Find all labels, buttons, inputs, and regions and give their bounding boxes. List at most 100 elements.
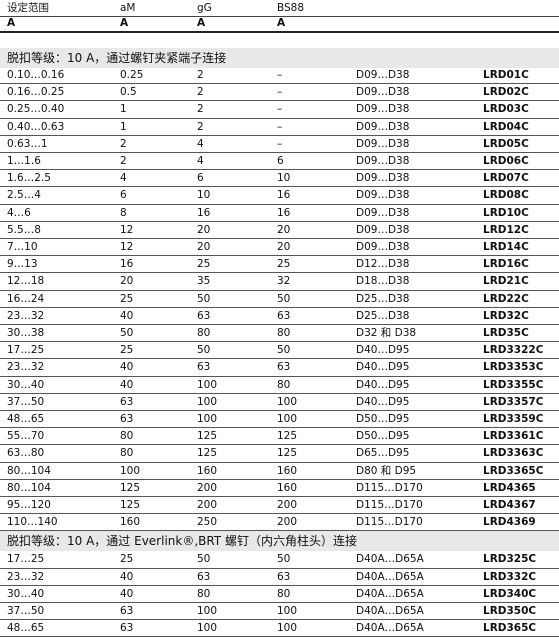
cell-setting-range: 2.5…4 [7, 189, 41, 202]
cell-bs88-rating: 50 [277, 553, 291, 566]
cell-reference: LRD3365C [483, 464, 544, 477]
cell-am-rating: 12 [120, 241, 134, 253]
cell-bs88-rating: 20 [277, 223, 291, 236]
header-setting-range: 设定范围 [7, 2, 49, 14]
cell-am-rating: 63 [120, 395, 134, 408]
cell-gg-rating: 4 [197, 137, 204, 150]
cell-gg-rating: 2 [197, 86, 204, 99]
cell-gg-rating: 2 [197, 103, 204, 116]
table-row: 4…6 8 16 16 D09…D38 LRD10C [0, 205, 559, 222]
cell-setting-range: 30…38 [7, 327, 45, 339]
cell-am-rating: 2 [120, 155, 127, 167]
cell-contactor-range: D18…D38 [356, 275, 410, 288]
cell-bs88-rating: 63 [277, 361, 291, 374]
table-row: 63…80 80 125 125 D65…D95 LRD3363C [0, 445, 559, 463]
cell-gg-rating: 63 [197, 570, 211, 583]
cell-am-rating: 25 [120, 344, 134, 357]
cell-am-rating: 2 [120, 137, 127, 150]
cell-setting-range: 0.40…0.63 [7, 120, 65, 133]
cell-reference: LRD08C [483, 189, 529, 202]
cell-bs88-rating: 100 [277, 413, 298, 425]
cell-reference: LRD32C [483, 309, 529, 322]
table-row: 80…104 125 200 160 D115…D170 LRD4365 [0, 480, 559, 497]
cell-am-rating: 20 [120, 275, 134, 288]
table-row: 9…13 16 25 25 D12…D38 LRD16C [0, 256, 559, 274]
header-unit-gg: A [197, 17, 206, 29]
cell-am-rating: 16 [120, 258, 134, 271]
cell-reference: LRD05C [483, 137, 529, 150]
table-row: 0.40…0.63 1 2 – D09…D38 LRD04C [0, 119, 559, 136]
cell-bs88-rating: 10 [277, 172, 291, 185]
divider [0, 16, 559, 17]
cell-contactor-range: D40…D95 [356, 361, 410, 374]
cell-bs88-rating: 100 [277, 605, 298, 617]
header-unit-am: A [120, 17, 129, 29]
cell-setting-range: 30…40 [7, 587, 45, 600]
cell-am-rating: 0.25 [120, 69, 144, 81]
cell-am-rating: 25 [120, 553, 134, 566]
cell-setting-range: 48…65 [7, 622, 45, 635]
cell-gg-rating: 35 [197, 275, 211, 288]
cell-gg-rating: 16 [197, 206, 211, 219]
cell-reference: LRD3353C [483, 361, 544, 374]
header-gg: gG [197, 2, 212, 14]
cell-bs88-rating: 50 [277, 344, 291, 357]
cell-am-rating: 6 [120, 189, 127, 202]
cell-gg-rating: 125 [197, 447, 218, 460]
table-row: 17…25 25 50 50 D40A…D65A LRD325C [0, 551, 559, 569]
cell-reference: LRD3355C [483, 378, 544, 391]
cell-contactor-range: D50…D95 [356, 430, 410, 443]
cell-bs88-rating: 200 [277, 516, 298, 529]
header-row-1: 设定范围 aM gG BS88 [0, 0, 559, 16]
cell-setting-range: 23…32 [7, 309, 45, 322]
cell-contactor-range: D65…D95 [356, 447, 410, 460]
cell-reference: LRD365C [483, 622, 537, 635]
cell-gg-rating: 200 [197, 499, 218, 511]
cell-contactor-range: D40A…D65A [356, 605, 424, 617]
table-row: 2.5…4 6 10 16 D09…D38 LRD08C [0, 187, 559, 205]
cell-gg-rating: 20 [197, 241, 211, 253]
cell-am-rating: 8 [120, 206, 127, 219]
header-bs88: BS88 [277, 2, 305, 14]
cell-am-rating: 0.5 [120, 86, 137, 99]
cell-am-rating: 40 [120, 309, 134, 322]
table-row: 17…25 25 50 50 D40…D95 LRD3322C [0, 342, 559, 360]
cell-bs88-rating: 80 [277, 327, 291, 339]
cell-am-rating: 1 [120, 120, 127, 133]
cell-setting-range: 16…24 [7, 292, 45, 305]
cell-contactor-range: D25…D38 [356, 292, 410, 305]
cell-reference: LRD3357C [483, 395, 544, 408]
cell-contactor-range: D32 和 D38 [356, 327, 417, 339]
cell-am-rating: 40 [120, 361, 134, 374]
cell-contactor-range: D115…D170 [356, 481, 423, 494]
cell-contactor-range: D25…D38 [356, 309, 410, 322]
cell-reference: LRD07C [483, 172, 529, 185]
cell-reference: LRD12C [483, 223, 529, 236]
table-row: 37…50 63 100 100 D40A…D65A LRD350C [0, 603, 559, 621]
cell-setting-range: 110…140 [7, 516, 58, 529]
cell-setting-range: 95…120 [7, 499, 51, 511]
cell-gg-rating: 80 [197, 327, 211, 339]
cell-am-rating: 4 [120, 172, 127, 185]
cell-reference: LRD4367 [483, 499, 536, 511]
table-row: 30…40 40 100 80 D40…D95 LRD3355C [0, 377, 559, 394]
cell-gg-rating: 63 [197, 361, 211, 374]
cell-setting-range: 55…70 [7, 430, 45, 443]
cell-contactor-range: D40A…D65A [356, 553, 424, 566]
cell-setting-range: 63…80 [7, 447, 45, 460]
cell-am-rating: 100 [120, 464, 141, 477]
cell-contactor-range: D40…D95 [356, 395, 410, 408]
cell-am-rating: 125 [120, 499, 141, 511]
cell-contactor-range: D40…D95 [356, 344, 410, 357]
cell-contactor-range: D40A…D65A [356, 570, 424, 583]
cell-gg-rating: 100 [197, 378, 218, 391]
table-row: 1.6…2.5 4 6 10 D09…D38 LRD07C [0, 170, 559, 188]
cell-setting-range: 0.63…1 [7, 137, 48, 150]
cell-gg-rating: 250 [197, 516, 218, 529]
cell-setting-range: 9…13 [7, 258, 38, 271]
cell-bs88-rating: 160 [277, 464, 298, 477]
cell-am-rating: 25 [120, 292, 134, 305]
cell-gg-rating: 10 [197, 189, 211, 202]
table-row: 23…32 40 63 63 D25…D38 LRD32C [0, 308, 559, 325]
cell-contactor-range: D09…D38 [356, 241, 410, 253]
